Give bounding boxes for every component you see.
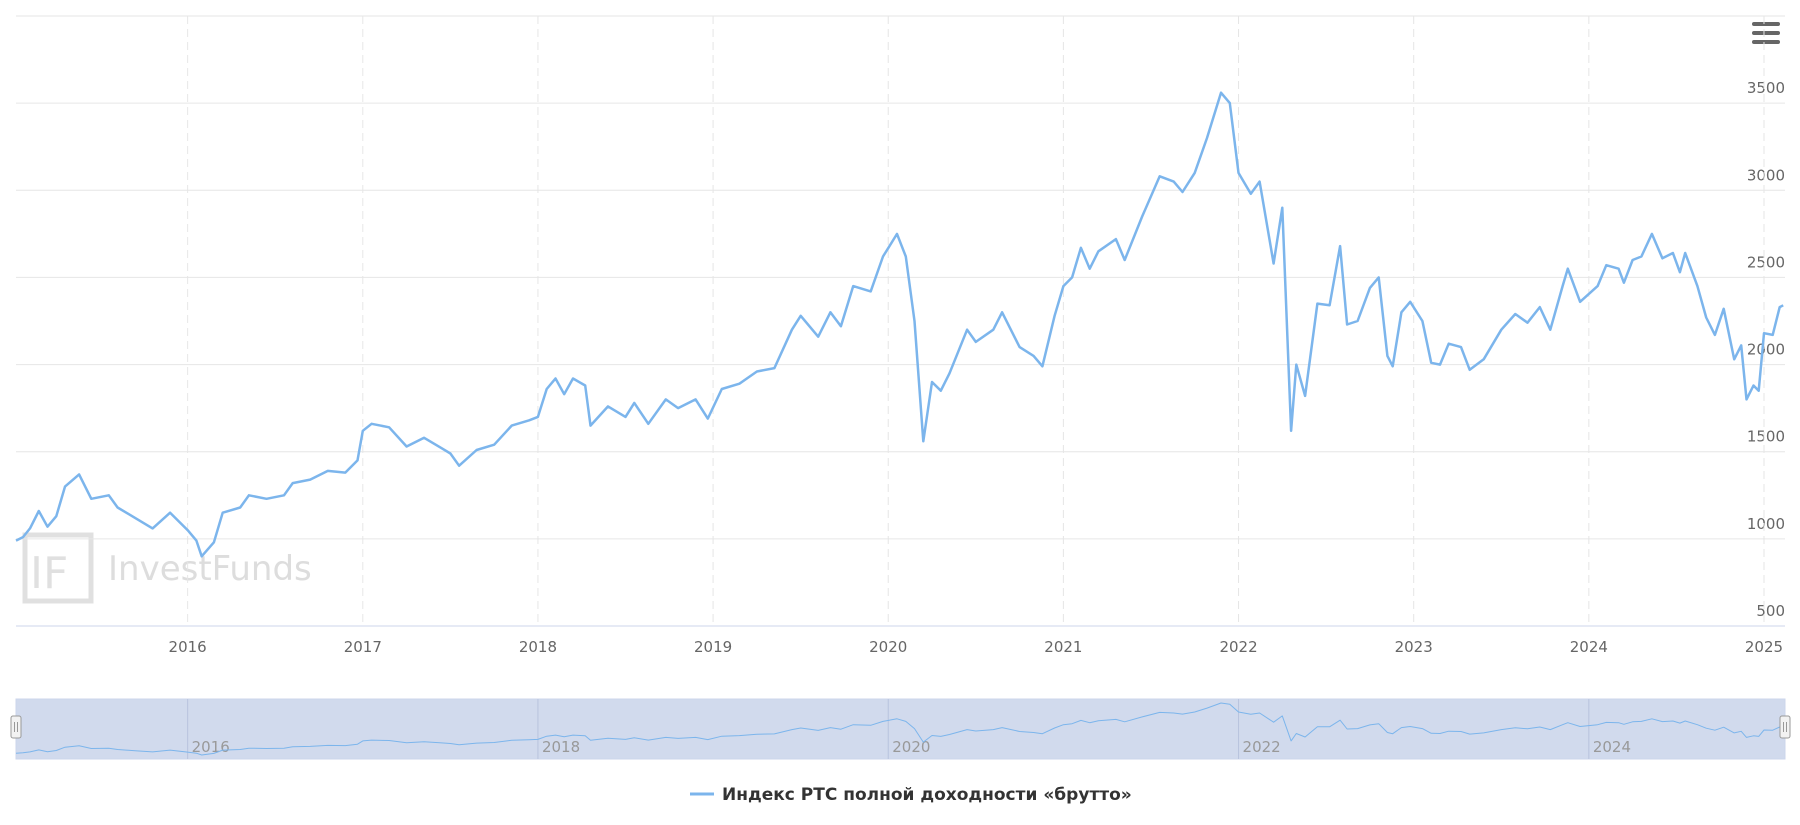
y-tick-label: 3500 [1747, 79, 1785, 97]
navigator-handle[interactable] [10, 715, 22, 739]
x-tick-label: 2024 [1570, 638, 1608, 656]
x-tick-label: 2023 [1395, 638, 1433, 656]
x-tick-label: 2017 [344, 638, 382, 656]
menu-icon[interactable] [1752, 22, 1780, 44]
menu-bar [1752, 31, 1780, 35]
x-tick-label: 2018 [519, 638, 557, 656]
series-line [15, 91, 1784, 558]
y-tick-label: 2500 [1747, 253, 1785, 271]
legend-label: Индекс РТС полной доходности «брутто» [722, 785, 1132, 805]
x-tick-label: 2021 [1044, 638, 1082, 656]
y-tick-label: 3000 [1747, 166, 1785, 184]
menu-bar [1752, 22, 1780, 26]
x-tick-label: 2020 [869, 638, 907, 656]
navigator-tick-label: 2022 [1243, 738, 1281, 756]
navigator-tick-label: 2018 [542, 738, 580, 756]
x-tick-label: 2025 [1745, 638, 1783, 656]
navigator-bg [15, 698, 1786, 760]
navigator-handle[interactable] [1779, 715, 1791, 739]
y-tick-label: 2000 [1747, 341, 1785, 359]
navigator-tick-label: 2020 [892, 738, 930, 756]
y-tick-label: 500 [1756, 602, 1785, 620]
x-tick-label: 2019 [694, 638, 732, 656]
navigator-line [15, 702, 1784, 756]
menu-bar [1752, 40, 1780, 44]
y-tick-label: 1000 [1747, 515, 1785, 533]
legend-item[interactable]: Индекс РТС полной доходности «брутто» [690, 785, 1132, 805]
svg-text:IF: IF [30, 548, 68, 599]
x-tick-label: 2022 [1219, 638, 1257, 656]
y-tick-label: 1500 [1747, 428, 1785, 446]
watermark-logo: IF [22, 532, 94, 604]
x-tick-label: 2016 [169, 638, 207, 656]
navigator-tick-label: 2024 [1593, 738, 1631, 756]
watermark: InvestFunds [108, 549, 312, 589]
